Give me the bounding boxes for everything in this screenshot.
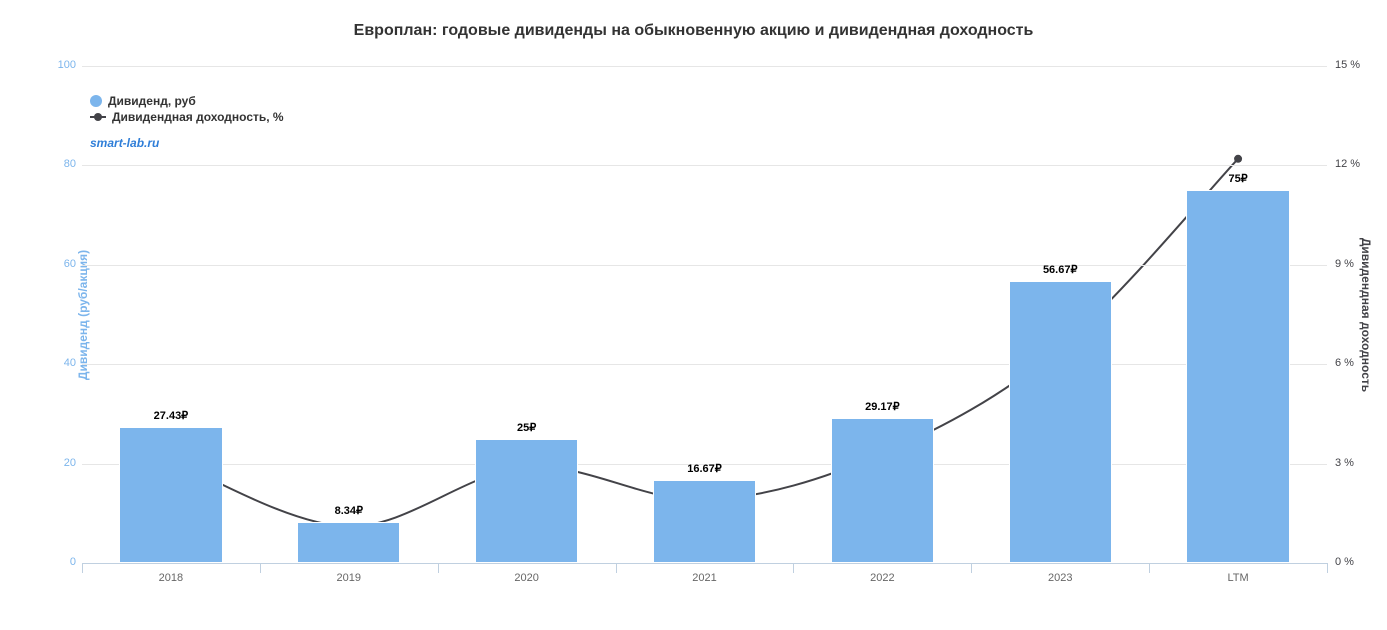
- bar[interactable]: [475, 439, 578, 563]
- y-right-axis-title: Дивидендная доходность: [1359, 238, 1373, 392]
- chart-title: Европлан: годовые дивиденды на обыкновен…: [0, 22, 1387, 40]
- y-right-tick-label: 12 %: [1335, 158, 1360, 170]
- grid-line: [82, 165, 1327, 166]
- bar-value-label: 25₽: [517, 421, 536, 434]
- x-tick-label: 2018: [159, 572, 183, 584]
- credit-link[interactable]: smart-lab.ru: [90, 136, 159, 150]
- bar[interactable]: [297, 522, 400, 563]
- x-tick: [260, 563, 261, 573]
- bar[interactable]: [653, 480, 756, 563]
- dividend-chart: Европлан: годовые дивиденды на обыкновен…: [0, 0, 1387, 630]
- y-right-tick-label: 6 %: [1335, 357, 1354, 369]
- y-left-tick-label: 20: [46, 457, 76, 469]
- plot-area: 27.43₽ 8.34₽ 25₽ 16.67₽ 29.17₽ 56.67₽ 75₽: [82, 66, 1327, 563]
- x-tick-label: 2022: [870, 572, 894, 584]
- legend-item-bars[interactable]: Дивиденд, руб: [90, 94, 284, 108]
- grid-line: [82, 364, 1327, 365]
- bar[interactable]: [831, 418, 934, 563]
- legend-bar-label: Дивиденд, руб: [108, 94, 196, 108]
- x-tick-label: LTM: [1227, 572, 1248, 584]
- bar-value-label: 56.67₽: [1043, 263, 1078, 276]
- grid-line: [82, 265, 1327, 266]
- bar-value-label: 27.43₽: [154, 409, 189, 422]
- x-tick: [1327, 563, 1328, 573]
- x-tick-label: 2021: [692, 572, 716, 584]
- x-tick: [82, 563, 83, 573]
- bar[interactable]: [1186, 190, 1289, 563]
- legend: Дивиденд, руб Дивидендная доходность, %: [90, 94, 284, 126]
- bar[interactable]: [119, 427, 222, 563]
- x-tick: [438, 563, 439, 573]
- x-tick: [793, 563, 794, 573]
- yield-marker[interactable]: [1234, 155, 1242, 163]
- bar-value-label: 29.17₽: [865, 400, 900, 413]
- legend-item-line[interactable]: Дивидендная доходность, %: [90, 110, 284, 124]
- x-tick-label: 2019: [337, 572, 361, 584]
- y-right-tick-label: 15 %: [1335, 59, 1360, 71]
- x-tick-label: 2023: [1048, 572, 1072, 584]
- y-right-tick-label: 3 %: [1335, 457, 1354, 469]
- legend-line-swatch: [90, 111, 106, 123]
- x-tick: [616, 563, 617, 573]
- legend-bar-swatch: [90, 95, 102, 107]
- bar[interactable]: [1009, 281, 1112, 563]
- x-tick: [971, 563, 972, 573]
- bar-value-label: 75₽: [1228, 172, 1247, 185]
- y-left-tick-label: 40: [46, 357, 76, 369]
- x-axis-line: [82, 563, 1327, 564]
- bar-value-label: 16.67₽: [687, 462, 722, 475]
- bar-value-label: 8.34₽: [335, 504, 363, 517]
- legend-line-label: Дивидендная доходность, %: [112, 110, 284, 124]
- y-left-tick-label: 60: [46, 258, 76, 270]
- y-left-tick-label: 0: [46, 556, 76, 568]
- y-left-tick-label: 100: [46, 59, 76, 71]
- x-tick-label: 2020: [514, 572, 538, 584]
- y-right-tick-label: 0 %: [1335, 556, 1354, 568]
- y-right-tick-label: 9 %: [1335, 258, 1354, 270]
- x-tick: [1149, 563, 1150, 573]
- grid-line: [82, 66, 1327, 67]
- y-left-tick-label: 80: [46, 158, 76, 170]
